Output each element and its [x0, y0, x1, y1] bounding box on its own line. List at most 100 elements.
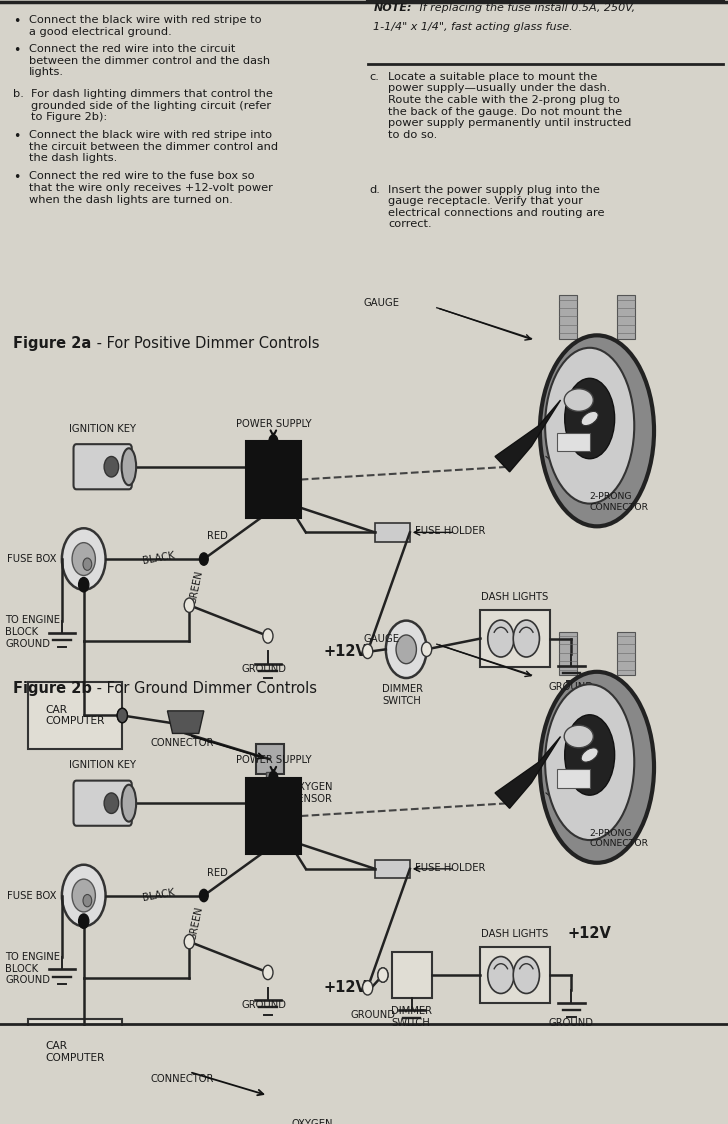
Text: OXYGEN
SENSOR: OXYGEN SENSOR	[291, 1118, 333, 1124]
Text: •: •	[13, 44, 20, 57]
Text: Figure 2a: Figure 2a	[13, 336, 91, 352]
Circle shape	[199, 889, 208, 901]
Circle shape	[269, 435, 278, 447]
Text: FUSE BOX: FUSE BOX	[7, 554, 57, 564]
Polygon shape	[495, 736, 561, 808]
Text: NOTE:: NOTE:	[373, 3, 412, 13]
Bar	[246, 441, 301, 518]
Bar	[266, 1109, 274, 1124]
Circle shape	[513, 620, 539, 658]
Ellipse shape	[540, 672, 654, 863]
Ellipse shape	[122, 785, 136, 822]
Text: BLACK: BLACK	[142, 551, 176, 566]
Ellipse shape	[545, 347, 634, 504]
Circle shape	[396, 635, 416, 663]
Text: POWER SUPPLY: POWER SUPPLY	[236, 419, 311, 428]
Circle shape	[79, 914, 89, 928]
Bar	[559, 632, 577, 676]
Circle shape	[62, 864, 106, 926]
Bar	[480, 946, 550, 1004]
Text: CAR
COMPUTER: CAR COMPUTER	[45, 1041, 105, 1063]
FancyBboxPatch shape	[74, 444, 132, 489]
Text: •: •	[13, 171, 20, 184]
Text: Figure 2b: Figure 2b	[13, 681, 92, 696]
Circle shape	[117, 1045, 127, 1059]
Ellipse shape	[122, 448, 136, 486]
Text: OXYGEN
SENSOR: OXYGEN SENSOR	[291, 782, 333, 804]
Text: b.: b.	[13, 89, 24, 99]
Circle shape	[386, 620, 427, 678]
Text: IGNITION KEY: IGNITION KEY	[69, 760, 136, 770]
Polygon shape	[167, 710, 204, 734]
Text: GROUND: GROUND	[549, 681, 594, 691]
Text: - For Positive Dimmer Controls: - For Positive Dimmer Controls	[92, 336, 319, 352]
Text: CONNECTOR: CONNECTOR	[150, 1075, 214, 1084]
Text: TO ENGINE
BLOCK
GROUND: TO ENGINE BLOCK GROUND	[5, 616, 60, 649]
Circle shape	[269, 771, 278, 783]
Text: 2-PRONG
CONNECTOR: 2-PRONG CONNECTOR	[590, 828, 649, 849]
Circle shape	[104, 456, 119, 477]
Bar	[375, 523, 410, 542]
Text: IGNITION KEY: IGNITION KEY	[69, 424, 136, 434]
Ellipse shape	[540, 335, 654, 526]
Text: DASH LIGHTS: DASH LIGHTS	[481, 928, 549, 939]
Text: Connect the black wire with red stripe into
the circuit between the dimmer contr: Connect the black wire with red stripe i…	[29, 130, 278, 163]
Text: •: •	[13, 16, 20, 28]
Text: 2-PRONG
CONNECTOR: 2-PRONG CONNECTOR	[590, 492, 649, 511]
Ellipse shape	[581, 747, 598, 762]
Text: GREEN: GREEN	[188, 906, 205, 942]
Text: 1-1/4" x 1/4", fast acting glass fuse.: 1-1/4" x 1/4", fast acting glass fuse.	[373, 21, 573, 31]
Text: FUSE HOLDER: FUSE HOLDER	[415, 526, 486, 536]
Ellipse shape	[565, 715, 614, 795]
Text: CAR
COMPUTER: CAR COMPUTER	[45, 705, 105, 726]
Bar	[559, 296, 577, 338]
Circle shape	[72, 879, 95, 912]
Bar	[557, 433, 590, 452]
Text: GROUND: GROUND	[351, 1010, 396, 1021]
Text: RED: RED	[207, 868, 229, 878]
Text: c.: c.	[370, 72, 380, 82]
Text: BLACK: BLACK	[142, 887, 176, 903]
Circle shape	[117, 708, 127, 723]
Bar	[28, 1018, 122, 1086]
Circle shape	[513, 957, 539, 994]
Text: TO ENGINE
BLOCK
GROUND: TO ENGINE BLOCK GROUND	[5, 952, 60, 985]
Text: d.: d.	[370, 184, 381, 194]
Circle shape	[363, 644, 373, 659]
FancyBboxPatch shape	[74, 781, 132, 826]
Circle shape	[378, 968, 388, 982]
Text: DASH LIGHTS: DASH LIGHTS	[481, 592, 549, 602]
Ellipse shape	[565, 379, 614, 459]
Text: Connect the black wire with red stripe to
a good electrical ground.: Connect the black wire with red stripe t…	[29, 16, 262, 37]
Text: GROUND: GROUND	[242, 1000, 287, 1010]
Circle shape	[263, 966, 273, 980]
Circle shape	[117, 708, 127, 723]
Text: Connect the red wire to the fuse box so
that the wire only receives +12-volt pow: Connect the red wire to the fuse box so …	[29, 171, 273, 205]
Text: RED: RED	[207, 532, 229, 542]
Text: GROUND: GROUND	[549, 1018, 594, 1028]
Bar	[617, 296, 635, 338]
Circle shape	[199, 553, 208, 565]
Circle shape	[422, 642, 432, 656]
Bar	[246, 778, 301, 854]
Text: - For Ground Dimmer Controls: - For Ground Dimmer Controls	[92, 681, 317, 696]
Circle shape	[488, 957, 514, 994]
Text: +12V: +12V	[324, 644, 368, 659]
Bar	[28, 682, 122, 749]
Bar	[392, 952, 432, 998]
Bar	[256, 744, 284, 774]
Circle shape	[117, 1045, 127, 1059]
Bar	[557, 769, 590, 788]
Text: GREEN: GREEN	[188, 570, 205, 605]
Text: Connect the red wire into the circuit
between the dimmer control and the dash
li: Connect the red wire into the circuit be…	[29, 44, 270, 78]
Circle shape	[378, 968, 388, 982]
Circle shape	[363, 980, 373, 995]
Circle shape	[62, 528, 106, 590]
Text: GROUND: GROUND	[242, 663, 287, 673]
Circle shape	[83, 895, 92, 907]
Text: For dash lighting dimmers that control the
grounded side of the lighting circuit: For dash lighting dimmers that control t…	[31, 89, 273, 123]
Text: DIMMER
SWITCH: DIMMER SWITCH	[391, 1006, 432, 1027]
Circle shape	[72, 543, 95, 575]
Ellipse shape	[581, 411, 598, 426]
Circle shape	[79, 578, 89, 592]
